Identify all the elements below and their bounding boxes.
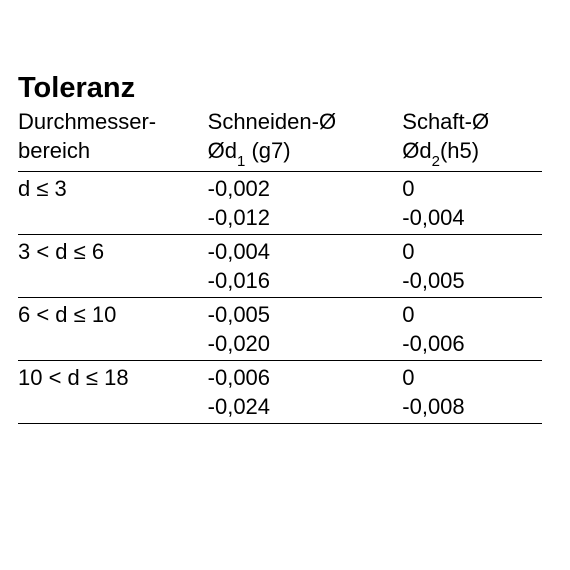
cell-text: 0	[402, 300, 542, 329]
header-text: Durchmesser-	[18, 107, 208, 136]
cell-text: 10 < d ≤ 18	[18, 363, 208, 392]
header-text: Ød1 (g7)	[208, 136, 403, 169]
table-row: 3 < d ≤ 6 -0,004 -0,016 0 -0,005	[18, 235, 542, 298]
schaft-cell: 0 -0,005	[402, 237, 542, 295]
table-title: Toleranz	[18, 72, 542, 105]
table-row: d ≤ 3 -0,002 -0,012 0 -0,004	[18, 172, 542, 235]
range-cell: 3 < d ≤ 6	[18, 237, 208, 295]
cell-text: -0,008	[402, 392, 542, 421]
cell-text: -0,020	[208, 329, 403, 358]
cell-text: -0,024	[208, 392, 403, 421]
cell-text: -0,006	[208, 363, 403, 392]
header-text: bereich	[18, 136, 208, 165]
cell-text: -0,005	[402, 266, 542, 295]
cell-text: d ≤ 3	[18, 174, 208, 203]
table-row: 10 < d ≤ 18 -0,006 -0,024 0 -0,008	[18, 361, 542, 424]
cell-text: 0	[402, 237, 542, 266]
schneiden-cell: -0,006 -0,024	[208, 363, 403, 421]
cell-text: 6 < d ≤ 10	[18, 300, 208, 329]
col-header-schneiden: Schneiden-Ø Ød1 (g7)	[208, 107, 403, 169]
header-text: Ød2(h5)	[402, 136, 542, 169]
cell-text: -0,004	[402, 203, 542, 232]
cell-text: 3 < d ≤ 6	[18, 237, 208, 266]
cell-text: 0	[402, 174, 542, 203]
table-header-row: Durchmesser- bereich Schneiden-Ø Ød1 (g7…	[18, 107, 542, 172]
col-header-range: Durchmesser- bereich	[18, 107, 208, 169]
range-cell: 6 < d ≤ 10	[18, 300, 208, 358]
cell-text: -0,004	[208, 237, 403, 266]
schneiden-cell: -0,005 -0,020	[208, 300, 403, 358]
header-text: Schneiden-Ø	[208, 107, 403, 136]
col-header-schaft: Schaft-Ø Ød2(h5)	[402, 107, 542, 169]
cell-text: -0,006	[402, 329, 542, 358]
cell-text: -0,005	[208, 300, 403, 329]
cell-text: -0,012	[208, 203, 403, 232]
cell-text: -0,002	[208, 174, 403, 203]
schaft-cell: 0 -0,008	[402, 363, 542, 421]
schaft-cell: 0 -0,004	[402, 174, 542, 232]
cell-text: 0	[402, 363, 542, 392]
table-row: 6 < d ≤ 10 -0,005 -0,020 0 -0,006	[18, 298, 542, 361]
range-cell: d ≤ 3	[18, 174, 208, 232]
schaft-cell: 0 -0,006	[402, 300, 542, 358]
cell-text: -0,016	[208, 266, 403, 295]
schneiden-cell: -0,004 -0,016	[208, 237, 403, 295]
range-cell: 10 < d ≤ 18	[18, 363, 208, 421]
schneiden-cell: -0,002 -0,012	[208, 174, 403, 232]
header-text: Schaft-Ø	[402, 107, 542, 136]
tolerance-table: Durchmesser- bereich Schneiden-Ø Ød1 (g7…	[18, 107, 542, 424]
